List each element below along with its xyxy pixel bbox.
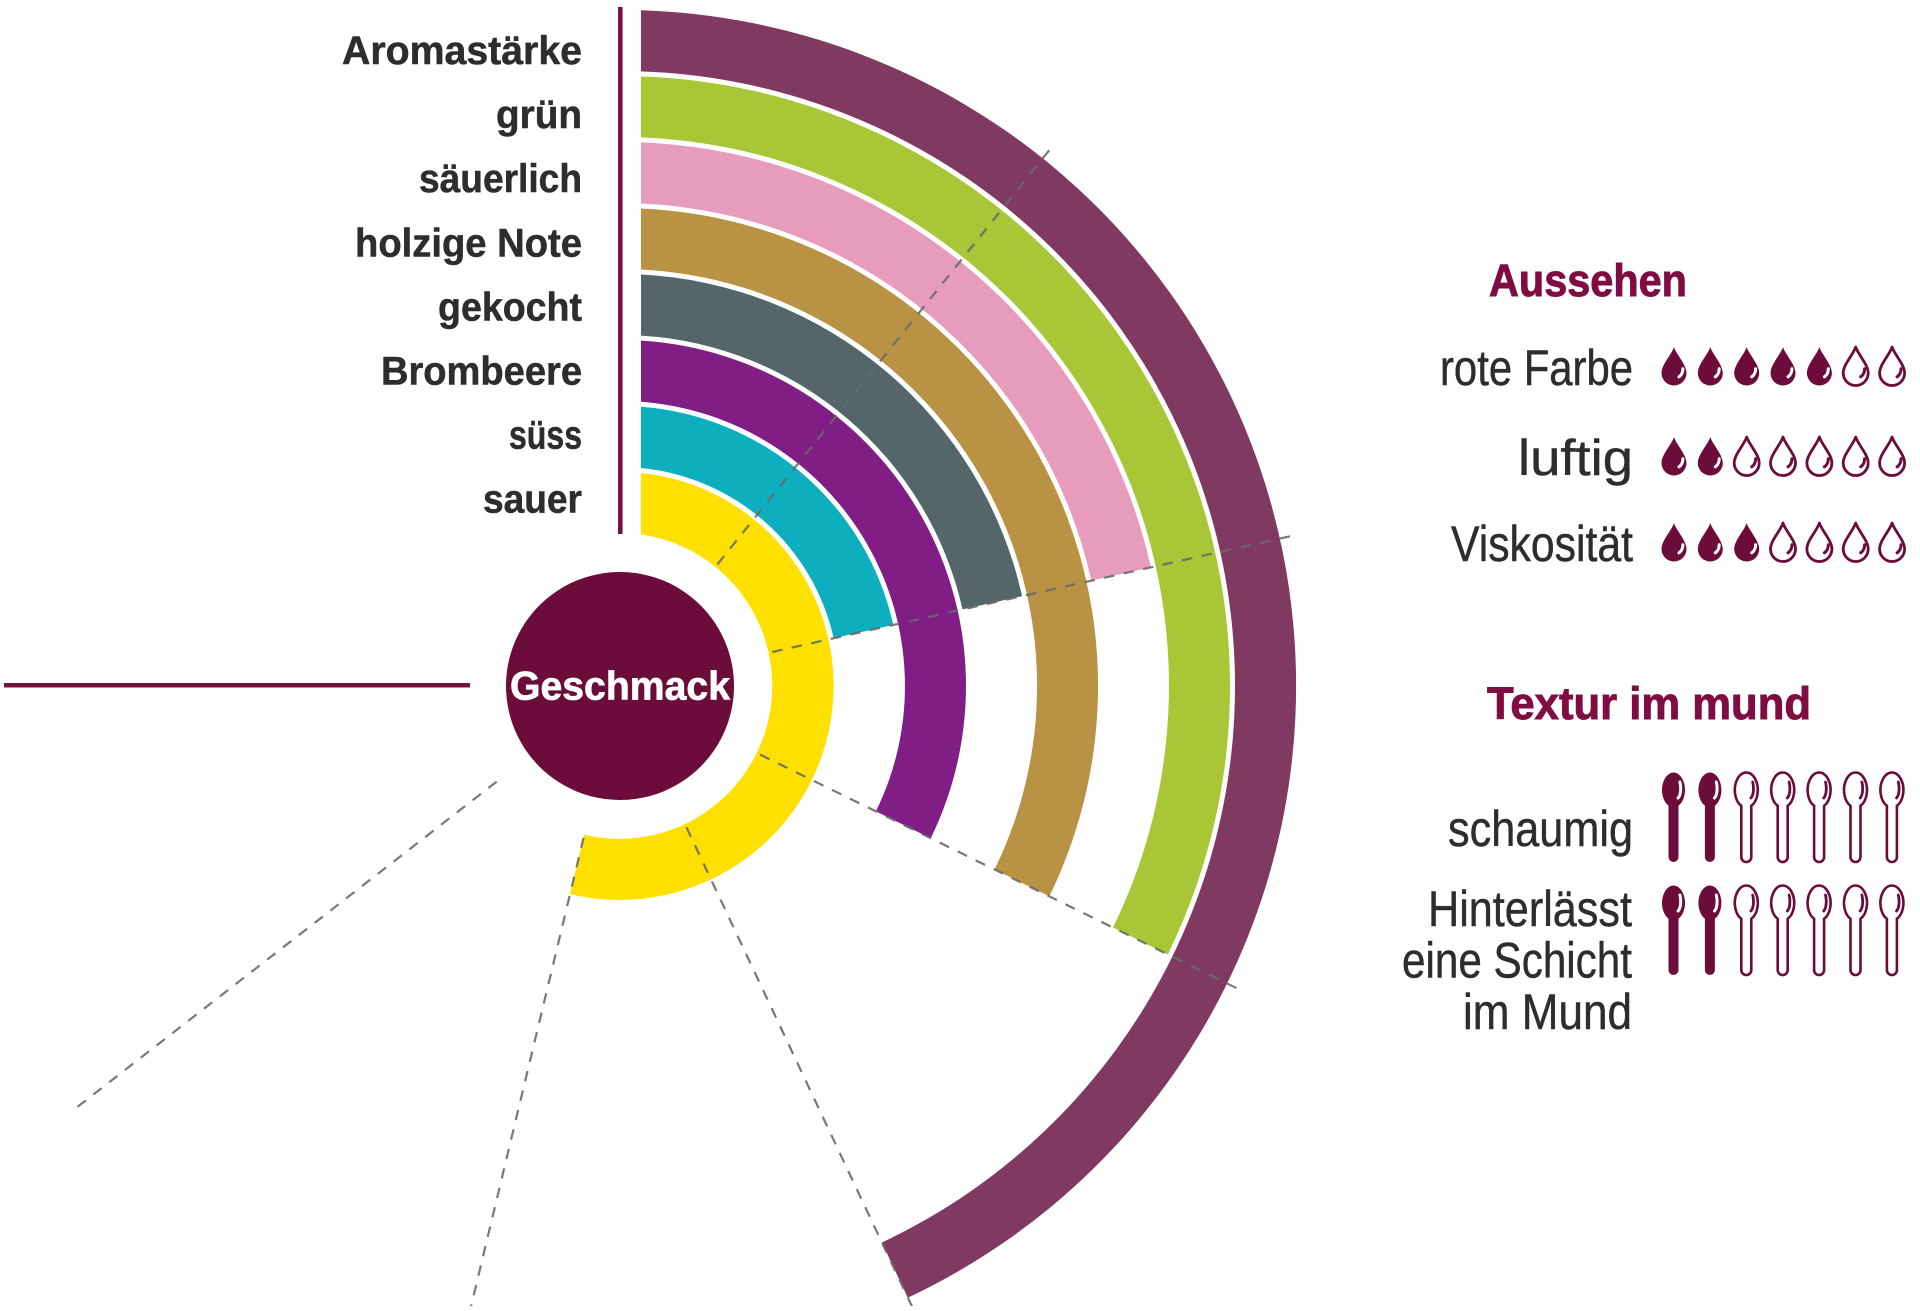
svg-text:gekocht: gekocht	[438, 285, 582, 329]
svg-text:Brombeere: Brombeere	[381, 350, 582, 394]
svg-text:grün: grün	[496, 93, 582, 137]
svg-text:luftig: luftig	[1518, 430, 1633, 486]
svg-text:säuerlich: säuerlich	[419, 157, 582, 201]
svg-text:Aussehen: Aussehen	[1489, 255, 1687, 306]
svg-text:Textur im mund: Textur im mund	[1487, 678, 1811, 729]
svg-text:rote Farbe: rote Farbe	[1440, 340, 1633, 396]
svg-text:Hinterlässt: Hinterlässt	[1428, 881, 1632, 937]
svg-text:sauer: sauer	[483, 478, 582, 522]
svg-text:Geschmack: Geschmack	[510, 665, 731, 709]
svg-text:im Mund: im Mund	[1463, 984, 1632, 1040]
svg-text:holzige Note: holzige Note	[355, 221, 582, 265]
svg-text:Viskosität: Viskosität	[1451, 516, 1633, 572]
svg-text:schaumig: schaumig	[1448, 801, 1633, 857]
svg-text:Aromastärke: Aromastärke	[342, 29, 582, 73]
svg-text:eine Schicht: eine Schicht	[1402, 933, 1632, 989]
svg-text:süss: süss	[509, 414, 582, 458]
